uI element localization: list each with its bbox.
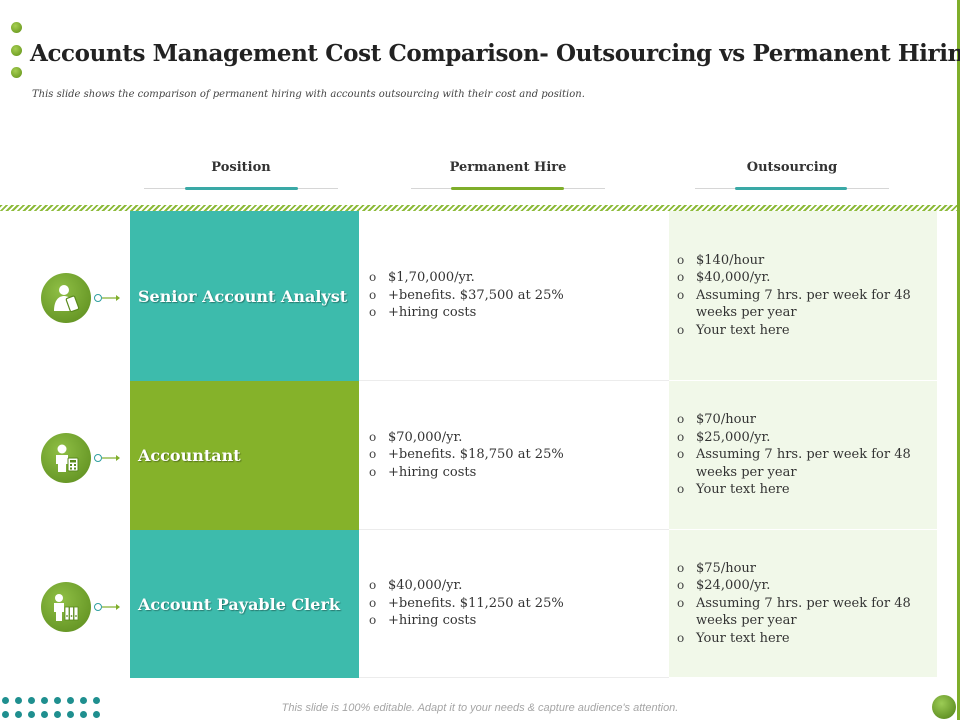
- permanent-list: $1,70,000/yr. +benefits. $37,500 at 25% …: [369, 269, 564, 322]
- list-item: $75/hour: [677, 560, 927, 578]
- list-item: $1,70,000/yr.: [369, 269, 564, 287]
- list-item: $40,000/yr.: [369, 577, 564, 595]
- position-label: Senior Account Analyst: [138, 286, 348, 306]
- list-item: +hiring costs: [369, 304, 564, 322]
- person-phone-icon: [41, 273, 91, 323]
- permanent-list: $40,000/yr. +benefits. $11,250 at 25% +h…: [369, 577, 564, 630]
- permanent-cell-row-3: $40,000/yr. +benefits. $11,250 at 25% +h…: [359, 530, 669, 678]
- list-item: Assuming 7 hrs. per week for 48 weeks pe…: [677, 446, 927, 481]
- slide-title: Accounts Management Cost Comparison- Out…: [30, 40, 960, 67]
- column-header-position: Position: [211, 160, 271, 175]
- outsourcing-list: $75/hour $24,000/yr. Assuming 7 hrs. per…: [677, 560, 927, 648]
- row-connector-1: [94, 294, 120, 302]
- outsourcing-cell-row-1: $140/hour $40,000/yr. Assuming 7 hrs. pe…: [669, 211, 937, 381]
- list-item: +hiring costs: [369, 612, 564, 630]
- list-item: +hiring costs: [369, 464, 564, 482]
- right-border-line: [957, 0, 960, 720]
- list-item: $70,000/yr.: [369, 429, 564, 447]
- outsourcing-cell-row-2: $70/hour $25,000/yr. Assuming 7 hrs. per…: [669, 381, 937, 530]
- list-item: Assuming 7 hrs. per week for 48 weeks pe…: [677, 595, 927, 630]
- list-item: $40,000/yr.: [677, 269, 927, 287]
- outsourcing-list: $140/hour $40,000/yr. Assuming 7 hrs. pe…: [677, 252, 927, 340]
- list-item: Assuming 7 hrs. per week for 48 weeks pe…: [677, 287, 927, 322]
- row-connector-3: [94, 603, 120, 611]
- position-cell-account-payable-clerk: Account Payable Clerk: [130, 530, 359, 678]
- permanent-cell-row-1: $1,70,000/yr. +benefits. $37,500 at 25% …: [359, 211, 669, 381]
- permanent-cell-row-2: $70,000/yr. +benefits. $18,750 at 25% +h…: [359, 381, 669, 530]
- title-dot-1: [11, 22, 22, 33]
- list-item: +benefits. $18,750 at 25%: [369, 446, 564, 464]
- title-dot-3: [11, 67, 22, 78]
- list-item: +benefits. $37,500 at 25%: [369, 287, 564, 305]
- row-connector-2: [94, 454, 120, 462]
- list-item: Your text here: [677, 630, 927, 648]
- column-header-permanent: Permanent Hire: [449, 160, 567, 175]
- list-item: $24,000/yr.: [677, 577, 927, 595]
- column-accent-outsourcing: [735, 187, 847, 190]
- column-header-outsourcing: Outsourcing: [746, 160, 838, 175]
- permanent-list: $70,000/yr. +benefits. $18,750 at 25% +h…: [369, 429, 564, 482]
- footer-note: This slide is 100% editable. Adapt it to…: [281, 702, 679, 714]
- title-dot-2: [11, 45, 22, 56]
- list-item: $140/hour: [677, 252, 927, 270]
- column-accent-position: [185, 187, 298, 190]
- hatched-divider: [0, 205, 957, 211]
- teal-dot-grid: [2, 697, 106, 719]
- position-cell-accountant: Accountant: [130, 381, 359, 530]
- outsourcing-list: $70/hour $25,000/yr. Assuming 7 hrs. per…: [677, 411, 927, 499]
- position-cell-senior-account-analyst: Senior Account Analyst: [130, 211, 359, 381]
- position-label: Account Payable Clerk: [138, 594, 340, 614]
- person-files-icon: [41, 582, 91, 632]
- list-item: Your text here: [677, 481, 927, 499]
- column-accent-permanent: [451, 187, 564, 190]
- corner-decoration-ball: [932, 695, 956, 719]
- list-item: +benefits. $11,250 at 25%: [369, 595, 564, 613]
- person-calculator-icon: [41, 433, 91, 483]
- position-label: Accountant: [138, 446, 241, 465]
- slide-subtitle: This slide shows the comparison of perma…: [32, 89, 585, 100]
- list-item: $25,000/yr.: [677, 429, 927, 447]
- list-item: Your text here: [677, 322, 927, 340]
- list-item: $70/hour: [677, 411, 927, 429]
- outsourcing-cell-row-3: $75/hour $24,000/yr. Assuming 7 hrs. per…: [669, 530, 937, 678]
